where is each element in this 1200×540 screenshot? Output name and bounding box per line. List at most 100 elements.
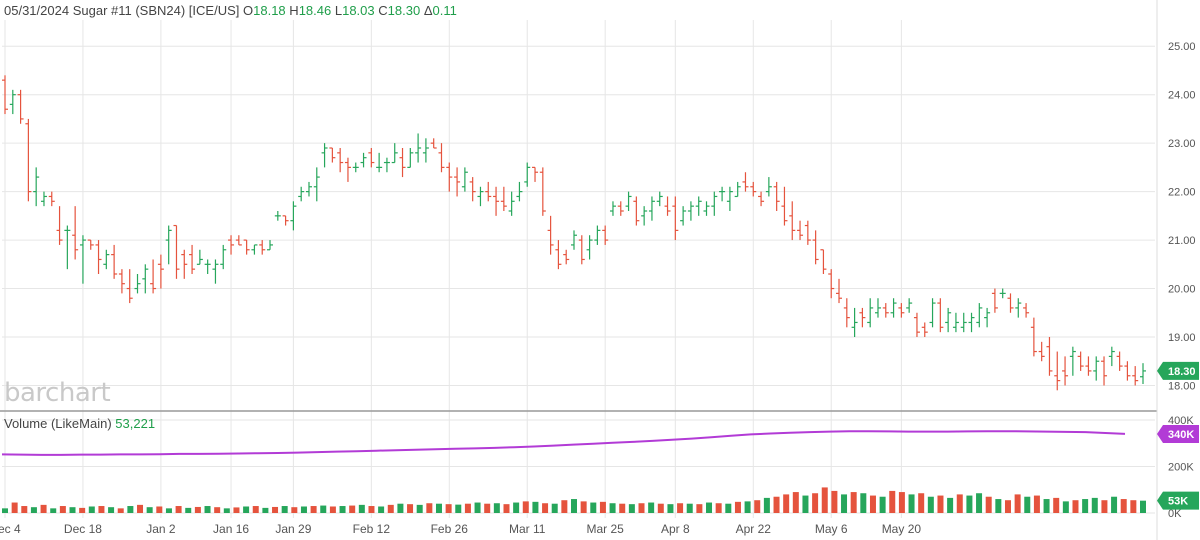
volume-bar: [281, 506, 288, 513]
volume-bar: [11, 502, 18, 513]
volume-bar: [214, 507, 221, 513]
high-value: 18.46: [298, 3, 332, 18]
x-tick-label: Apr 8: [661, 522, 690, 536]
x-tick-label: Jan 16: [213, 522, 249, 536]
volume-bar: [339, 506, 346, 513]
barchart-logo: barchart: [4, 378, 111, 408]
volume-bar: [918, 493, 925, 513]
volume-bar: [1043, 499, 1050, 513]
price-badge: [1157, 361, 1199, 380]
volume-bar: [1111, 496, 1118, 513]
volume-bar: [378, 506, 385, 513]
high-label: H: [289, 3, 299, 18]
low-label: L: [334, 3, 343, 18]
volume-bar: [850, 492, 857, 513]
volume-bar: [551, 503, 558, 513]
low-value: 18.03: [342, 3, 375, 18]
volume-bar: [127, 506, 134, 513]
open-value: 18.18: [253, 3, 286, 18]
volume-bar: [165, 508, 172, 513]
volume-bar: [638, 503, 645, 513]
volume-bar: [79, 507, 86, 513]
volume-bar: [1101, 500, 1108, 513]
quote-symbol: Sugar #11 (SBN24) [ICE/US]: [72, 3, 240, 18]
volume-bar: [628, 504, 635, 513]
volume-bar: [455, 504, 462, 513]
x-tick-label: Mar 25: [586, 522, 624, 536]
y-tick-label: 22.00: [1168, 187, 1196, 199]
volume-bar: [513, 502, 520, 513]
x-tick-label: Jan 29: [275, 522, 311, 536]
y-tick-label: 21.00: [1168, 235, 1196, 247]
volume-bar: [995, 499, 1002, 513]
volume-label: Volume (LikeMain): [4, 416, 112, 431]
y-tick-label: 19.00: [1168, 332, 1196, 344]
volume-average-line: [1, 430, 1126, 456]
y-tick-label: 18.00: [1168, 380, 1196, 392]
volume-bar: [590, 502, 597, 513]
volume-bar: [966, 495, 973, 513]
volume-bar: [262, 507, 269, 513]
volume-bar: [252, 506, 259, 513]
volume-bar: [464, 503, 471, 513]
volume-bar: [1091, 497, 1098, 513]
volume-bar: [40, 504, 47, 513]
volume-bar: [426, 503, 433, 513]
volume-bar: [1014, 494, 1021, 513]
volume-bar: [927, 496, 934, 513]
quote-date: 05/31/2024: [4, 3, 70, 18]
volume-bar: [725, 503, 732, 513]
x-tick-label: Dec 18: [64, 522, 102, 536]
volume-bar: [204, 506, 211, 513]
volume-bar: [677, 503, 684, 513]
volume-bar: [599, 501, 606, 513]
volume-bar: [272, 506, 279, 513]
volume-bar: [976, 493, 983, 513]
volume-bar: [773, 496, 780, 513]
x-tick-label: Mar 11: [509, 522, 546, 536]
volume-bar: [194, 506, 201, 513]
volume-tick-label: 0K: [1168, 508, 1182, 520]
volume-bar: [908, 494, 915, 513]
volume-bar: [1024, 496, 1031, 513]
volume-bar: [985, 496, 992, 513]
volume-bar: [349, 505, 356, 513]
volume-bar: [320, 505, 327, 513]
x-tick-label: May 20: [882, 522, 922, 536]
volume-line-badge: [1157, 424, 1199, 443]
volume-bar: [435, 503, 442, 513]
volume-bar: [1130, 500, 1137, 513]
volume-bar: [445, 504, 452, 513]
volume-tick-label: 400K: [1168, 415, 1194, 427]
x-tick-label: Jan 2: [146, 522, 176, 536]
volume-bar: [580, 501, 587, 513]
volume-bar: [50, 508, 57, 513]
volume-bar: [802, 495, 809, 513]
volume-bar: [407, 504, 414, 513]
volume-tick-label: 200K: [1168, 462, 1194, 474]
quote-header: 05/31/2024 Sugar #11 (SBN24) [ICE/US] O1…: [4, 3, 457, 18]
volume-bar: [185, 507, 192, 513]
volume-bar: [1004, 500, 1011, 513]
volume-bar: [310, 506, 317, 513]
volume-bar: [898, 492, 905, 513]
volume-bar: [522, 501, 529, 513]
volume-bar: [1053, 497, 1060, 513]
volume-bar: [821, 487, 828, 513]
price-badge-label: 18.30: [1168, 366, 1196, 378]
x-tick-label: Feb 12: [353, 522, 391, 536]
volume-bar: [812, 493, 819, 513]
volume-bar: [291, 507, 298, 513]
volume-bar: [474, 502, 481, 513]
y-tick-label: 23.00: [1168, 138, 1196, 150]
volume-bar: [889, 490, 896, 513]
volume-bar: [368, 506, 375, 513]
x-tick-label: Apr 22: [736, 522, 772, 536]
volume-bar: [1140, 500, 1146, 513]
volume-bar: [1082, 499, 1089, 513]
volume-bar: [609, 503, 616, 513]
volume-bar: [2, 508, 8, 513]
volume-bar-badge-label: 53K: [1168, 496, 1188, 508]
